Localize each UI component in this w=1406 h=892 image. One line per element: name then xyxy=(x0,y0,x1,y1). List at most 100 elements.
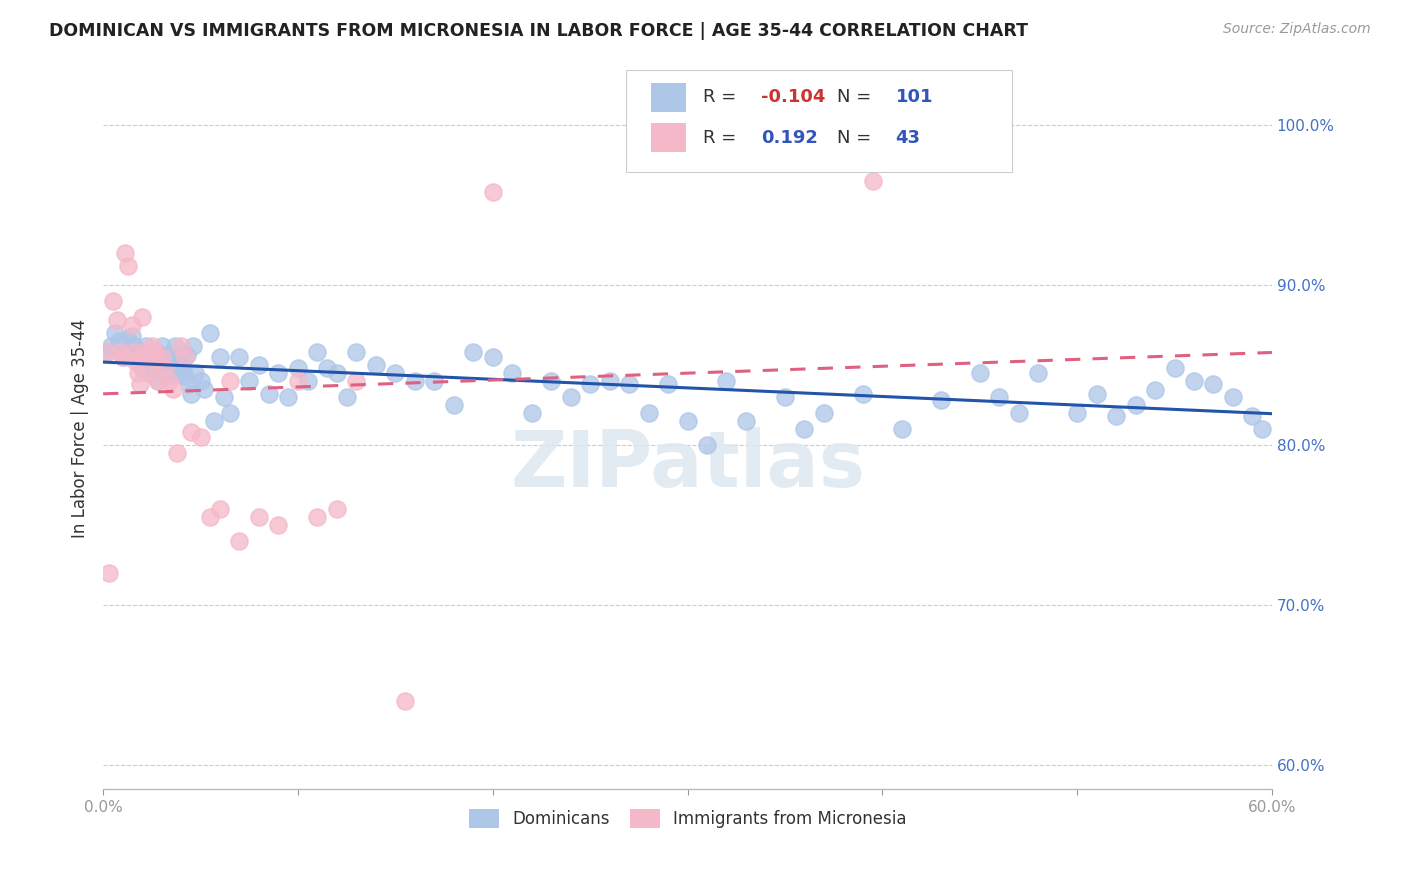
Point xyxy=(96,345,118,359)
Point xyxy=(146,374,169,388)
Point xyxy=(200,510,222,524)
FancyBboxPatch shape xyxy=(651,123,686,153)
Point xyxy=(98,566,121,580)
Point xyxy=(1008,406,1031,420)
Point xyxy=(307,510,329,524)
Point xyxy=(145,354,167,368)
Point xyxy=(1202,377,1225,392)
Point xyxy=(180,425,202,439)
Point xyxy=(121,318,143,332)
Point xyxy=(404,374,426,388)
Point xyxy=(599,374,621,388)
Point xyxy=(142,351,165,366)
Point xyxy=(117,342,139,356)
Point xyxy=(117,259,139,273)
Point xyxy=(394,694,416,708)
Point xyxy=(141,338,163,352)
Text: Source: ZipAtlas.com: Source: ZipAtlas.com xyxy=(1223,22,1371,37)
Point xyxy=(423,374,446,388)
Point xyxy=(149,348,172,362)
Point xyxy=(174,350,197,364)
Point xyxy=(1085,386,1108,401)
Point xyxy=(135,338,157,352)
Point xyxy=(124,345,146,359)
Point xyxy=(257,386,280,401)
Point xyxy=(146,374,169,388)
Point xyxy=(100,338,122,352)
Point xyxy=(167,366,190,380)
FancyBboxPatch shape xyxy=(626,70,1012,171)
Point xyxy=(115,332,138,346)
Point xyxy=(716,374,738,388)
Point xyxy=(180,386,202,401)
Point xyxy=(696,438,718,452)
Text: N =: N = xyxy=(837,128,877,147)
Point xyxy=(202,414,225,428)
Point xyxy=(579,377,602,392)
Point xyxy=(135,350,157,364)
Point xyxy=(676,414,699,428)
Y-axis label: In Labor Force | Age 35-44: In Labor Force | Age 35-44 xyxy=(72,319,89,539)
Point xyxy=(481,350,503,364)
Point xyxy=(132,345,155,359)
Point xyxy=(1163,361,1185,376)
Point xyxy=(107,334,129,348)
Text: DOMINICAN VS IMMIGRANTS FROM MICRONESIA IN LABOR FORCE | AGE 35-44 CORRELATION C: DOMINICAN VS IMMIGRANTS FROM MICRONESIA … xyxy=(49,22,1028,40)
Point xyxy=(267,366,290,380)
Point xyxy=(247,510,270,524)
Point xyxy=(177,377,200,392)
Point xyxy=(560,390,582,404)
Point xyxy=(150,338,173,352)
Point xyxy=(326,366,349,380)
Point xyxy=(1182,374,1205,388)
Text: 101: 101 xyxy=(896,88,934,106)
Point xyxy=(297,374,319,388)
Point xyxy=(114,245,136,260)
Point xyxy=(1026,366,1049,380)
Point xyxy=(463,345,485,359)
Point xyxy=(172,361,194,376)
Point xyxy=(176,348,198,362)
Point xyxy=(228,350,250,364)
Text: R =: R = xyxy=(703,128,742,147)
Point xyxy=(247,358,270,372)
Point xyxy=(735,414,758,428)
Point xyxy=(326,502,349,516)
Point xyxy=(208,350,231,364)
Point xyxy=(793,422,815,436)
Point xyxy=(228,533,250,548)
Point xyxy=(364,358,387,372)
Point xyxy=(1105,409,1128,423)
Point xyxy=(501,366,523,380)
Point xyxy=(110,345,132,359)
Point xyxy=(160,356,183,370)
Point xyxy=(129,353,152,368)
Point xyxy=(657,377,679,392)
Point xyxy=(96,345,118,359)
Text: R =: R = xyxy=(703,88,742,106)
Point xyxy=(307,345,329,359)
Point xyxy=(129,377,152,392)
Point xyxy=(1241,409,1264,423)
Point xyxy=(1066,406,1088,420)
Point xyxy=(165,338,187,352)
Point xyxy=(1125,398,1147,412)
Point xyxy=(1222,390,1244,404)
Point xyxy=(988,390,1011,404)
Point xyxy=(104,326,127,340)
Point xyxy=(813,406,835,420)
Point xyxy=(139,356,162,370)
Point xyxy=(1143,384,1166,398)
Point xyxy=(152,350,174,364)
Point xyxy=(156,369,179,384)
Point xyxy=(132,350,155,364)
Point xyxy=(136,366,159,380)
Point xyxy=(155,361,177,376)
Point xyxy=(238,374,260,388)
Point xyxy=(344,374,367,388)
Point xyxy=(852,386,875,401)
Point xyxy=(121,329,143,343)
Point xyxy=(969,366,991,380)
Point xyxy=(218,406,240,420)
Point xyxy=(170,338,193,352)
